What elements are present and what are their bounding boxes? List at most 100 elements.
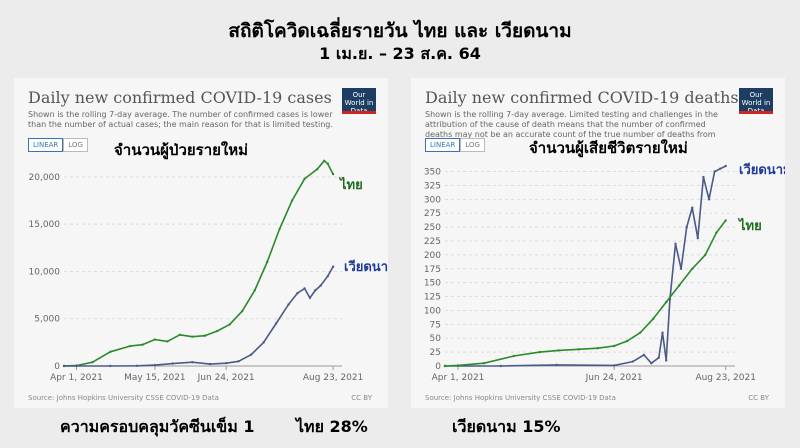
thailand-data-point <box>290 199 294 202</box>
x-tick-label: Apr 1, 2021 <box>432 373 485 383</box>
deaths-chart-panel: Daily new confirmed COVID-19 deaths Show… <box>411 78 785 408</box>
thailand-data-point <box>253 289 256 292</box>
cases-line-chart: 0 5,000 10,000 15,000 20,000 Apr 1, 2021 May 1… <box>29 159 388 383</box>
x-tick-label: Jun 24, 2021 <box>585 373 643 383</box>
thailand-data-point <box>691 267 694 270</box>
y-tick-label: 225 <box>424 237 441 247</box>
scale-toggle: LINEAR LOG <box>425 138 485 152</box>
thailand-data-point <box>678 284 681 287</box>
owid-logo: Our World in Data <box>342 88 376 115</box>
vietnam-data-point <box>631 360 634 363</box>
vietnam-data-point <box>303 287 306 290</box>
vietnam-coverage: เวียดนาม 15% <box>452 417 561 436</box>
vietnam-data-point <box>249 353 253 356</box>
thailand-data-point <box>228 323 231 326</box>
vietnam-data-point <box>612 364 616 367</box>
x-tick-label: Aug 23, 2021 <box>695 373 756 383</box>
thailand-coverage: ไทย 28% <box>296 417 368 436</box>
cases-license: CC BY <box>351 394 372 402</box>
vietnam-data-point <box>665 359 668 362</box>
thailand-data-point <box>109 350 112 354</box>
deaths-license: CC BY <box>748 394 769 402</box>
vietnam-data-point <box>319 284 322 287</box>
thailand-data-point <box>278 227 281 231</box>
thailand-data-point <box>612 344 616 348</box>
vietnam-data-point <box>75 364 78 368</box>
vietnam-data-point <box>274 322 278 325</box>
y-tick-label: 50 <box>430 334 442 344</box>
thailand-data-point <box>331 172 335 176</box>
page-subtitle: 1 เม.ย. – 23 ส.ค. 64 <box>319 44 481 63</box>
thailand-data-point <box>482 362 486 365</box>
vietnam-data-point <box>109 364 112 368</box>
thailand-data-point <box>128 344 132 348</box>
cases-chart-panel: Daily new confirmed COVID-19 cases Shown… <box>14 78 388 408</box>
y-tick-label: 0 <box>435 362 441 372</box>
vietnam-data-point <box>691 206 694 209</box>
x-tick-label: Aug 23, 2021 <box>303 373 364 383</box>
thailand-data-point <box>577 348 581 351</box>
new-cases-overlay-label: จำนวนผู้ป่วยรายใหม่ <box>114 141 249 159</box>
thailand-series-line <box>444 219 727 367</box>
vietnam-data-point <box>702 175 705 179</box>
cases-chart-note: Shown is the rolling 7-day average. The … <box>28 110 333 129</box>
thailand-series-line <box>63 160 334 367</box>
y-tick-label: 200 <box>424 251 441 261</box>
y-tick-label: 250 <box>424 223 441 233</box>
thailand-data-point <box>665 300 668 304</box>
vietnam-data-point <box>650 362 653 365</box>
log-toggle[interactable]: LOG <box>460 138 485 152</box>
vietnam-series-line <box>445 165 727 367</box>
y-tick-label: 5,000 <box>34 315 60 325</box>
deaths-source: Source: Johns Hopkins University CSSE CO… <box>425 394 616 402</box>
vietnam-data-point <box>657 356 660 359</box>
vietnam-data-point <box>707 198 711 201</box>
log-toggle[interactable]: LOG <box>63 138 88 152</box>
y-tick-label: 175 <box>424 265 441 275</box>
vietnam-data-point <box>661 331 664 334</box>
vietnam-data-point <box>555 363 558 367</box>
thailand-data-point <box>512 354 515 358</box>
cases-chart-title: Daily new confirmed COVID-19 cases <box>28 88 332 107</box>
linear-toggle[interactable]: LINEAR <box>425 138 461 152</box>
y-tick-label: 25 <box>430 348 441 358</box>
thailand-data-point <box>141 343 144 346</box>
deaths-chart-title: Daily new confirmed COVID-19 deaths <box>425 88 739 107</box>
thailand-data-point <box>456 364 460 367</box>
x-tick-label: Jun 24, 2021 <box>197 373 255 383</box>
vietnam-data-point <box>642 353 646 357</box>
y-tick-label: 150 <box>424 279 441 289</box>
thailand-series-label: ไทย <box>338 176 363 193</box>
y-tick-label: 10,000 <box>29 267 61 277</box>
owid-logo-bar <box>739 111 773 114</box>
vietnam-data-point <box>331 265 335 268</box>
vietnam-data-point <box>208 362 212 366</box>
y-tick-label: 300 <box>424 195 441 205</box>
thailand-data-point <box>638 331 642 334</box>
vietnam-series-line <box>64 266 334 367</box>
y-tick-label: 15,000 <box>29 220 61 230</box>
vietnam-data-point <box>62 364 66 368</box>
vietnam-data-point <box>191 361 194 364</box>
thailand-data-point <box>724 219 727 222</box>
thailand-data-point <box>625 339 629 343</box>
thailand-data-point <box>241 309 244 313</box>
y-tick-label: 275 <box>424 209 441 219</box>
linear-toggle[interactable]: LINEAR <box>28 138 64 152</box>
vietnam-data-point <box>674 242 677 245</box>
vietnam-series-label: เวียดนาม <box>344 259 388 275</box>
thailand-data-point <box>216 329 219 333</box>
scale-toggle: LINEAR LOG <box>28 138 88 152</box>
x-tick-label: May 15, 2021 <box>124 373 186 383</box>
thailand-data-point <box>91 361 94 364</box>
vietnam-data-point <box>237 360 240 363</box>
x-tick-label: Apr 1, 2021 <box>50 373 103 383</box>
thailand-data-point <box>557 349 560 352</box>
vietnam-data-point <box>499 364 502 368</box>
vietnam-data-point <box>171 362 174 365</box>
vietnam-data-point <box>724 164 727 168</box>
thailand-data-point <box>322 159 326 163</box>
vietnam-data-point <box>262 341 265 344</box>
owid-logo-bar <box>342 111 376 114</box>
thailand-data-point <box>652 317 655 320</box>
